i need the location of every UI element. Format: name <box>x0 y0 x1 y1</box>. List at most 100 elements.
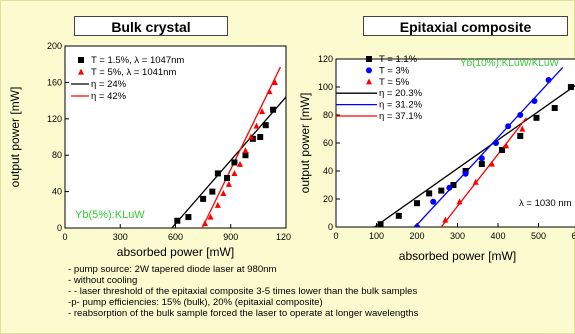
data-point-circle <box>430 198 437 205</box>
data-point-square <box>174 217 181 224</box>
y-tick-label: 0 <box>328 222 333 232</box>
data-point-triangle <box>207 213 214 220</box>
data-point-triangle <box>442 216 449 223</box>
y-axis-label: output power [mW] <box>8 87 22 188</box>
material-annotation: Yb(10%):KLuW/KLuW <box>460 58 559 69</box>
data-point-triangle <box>253 122 260 129</box>
data-point-triangle <box>271 78 278 85</box>
bulk-title: Bulk crystal <box>74 16 228 36</box>
data-point-square <box>450 182 457 188</box>
data-point-triangle <box>366 78 372 85</box>
data-point-triangle <box>220 190 227 196</box>
data-point-square <box>262 122 269 129</box>
data-point-triangle <box>519 125 526 132</box>
data-point-circle <box>517 112 524 118</box>
plot-area <box>64 45 287 229</box>
fit-line <box>171 96 286 228</box>
data-point-triangle <box>266 88 273 95</box>
material-annotation: Yb(5%):KLuW <box>75 209 145 221</box>
data-point-square <box>78 57 84 63</box>
x-tick-label: 100 <box>369 231 384 241</box>
x-tick-label: 600 <box>168 232 183 242</box>
note-item: - reabsorption of the bulk sample forced… <box>68 308 419 319</box>
x-axis-label: absorbed power [mW] <box>399 249 516 263</box>
note-item: - pump source: 2W tapered diode laser at… <box>68 264 277 275</box>
data-point-triangle <box>248 133 255 140</box>
data-point-square <box>395 212 402 219</box>
data-point-circle <box>505 123 512 130</box>
legend-entry: η = 20.3% <box>379 88 423 99</box>
data-point-square <box>377 221 384 227</box>
data-point-square <box>533 114 540 121</box>
data-point-triangle <box>259 108 266 115</box>
y-tick-label: 160 <box>47 77 62 87</box>
y-tick-label: 120 <box>47 114 62 124</box>
data-point-square <box>257 134 264 140</box>
epitaxial-composite-chart: 0 100 200 300 400 500 600 0 20 40 60 80 100 120 absorb… <box>298 54 575 263</box>
data-point-square <box>478 161 485 167</box>
note-item: - without cooling <box>68 275 138 286</box>
data-point-square <box>414 200 420 207</box>
data-point-triangle <box>456 198 463 205</box>
data-point-square <box>438 187 445 194</box>
x-axis-label: absorbed power [mW] <box>117 245 234 259</box>
fit-line <box>440 117 527 227</box>
x-tick-label: 300 <box>450 231 465 241</box>
notes-list: - pump source: 2W tapered diode laser at… <box>68 264 573 319</box>
data-point-triangle <box>231 169 238 176</box>
data-point-square <box>499 147 506 153</box>
y-tick-label: 20 <box>323 194 333 204</box>
data-point-circle <box>366 67 372 74</box>
legend-entry: T = 3% <box>379 65 410 76</box>
data-point-triangle <box>472 178 479 185</box>
data-point-triangle <box>225 180 232 187</box>
data-point-circle <box>462 170 469 177</box>
data-point-triangle <box>78 68 84 75</box>
data-point-triangle <box>242 147 249 154</box>
plot-content <box>374 66 575 227</box>
epitaxial-title: Epitaxial composite <box>363 16 568 36</box>
note-item: - - laser threshold of the epitaxial com… <box>68 286 418 297</box>
y-tick-label: 80 <box>52 150 62 160</box>
y-tick-label: 0 <box>57 223 62 233</box>
x-tick-label: 600 <box>571 231 575 241</box>
legend-entry: η = 24% <box>91 79 127 90</box>
y-tick-label: 200 <box>47 41 62 51</box>
data-point-square <box>517 133 524 139</box>
x-tick-label: 0 <box>62 232 67 242</box>
data-point-square <box>231 159 238 166</box>
x-tick-label: 0 <box>333 231 338 241</box>
data-point-square <box>426 190 433 197</box>
y-tick-label: 40 <box>52 187 62 197</box>
note-item: -p- pump efficiencies: 15% (bulk), 20% (… <box>68 297 323 308</box>
data-point-square <box>567 84 574 90</box>
data-point-circle <box>545 77 552 83</box>
data-point-square <box>270 106 277 113</box>
x-tick-label: 500 <box>531 231 546 241</box>
data-point-triangle <box>236 160 243 167</box>
legend-entry: T = 1.5%, λ = 1047nm <box>91 55 184 66</box>
x-tick-label: 400 <box>490 231 505 241</box>
legend-entry: η = 42% <box>91 91 127 102</box>
y-tick-label: 100 <box>318 82 333 92</box>
y-tick-label: 120 <box>318 54 333 64</box>
fit-line <box>414 66 564 227</box>
y-tick-label: 80 <box>323 110 333 120</box>
data-point-circle <box>414 224 420 227</box>
data-point-square <box>551 105 558 111</box>
data-point-circle <box>531 98 538 104</box>
y-tick-label: 60 <box>323 138 333 148</box>
data-point-square <box>185 214 192 221</box>
data-point-square <box>224 174 231 181</box>
x-tick-label: 900 <box>223 232 238 242</box>
data-point-circle <box>446 184 453 191</box>
legend-entry: T = 1.1% <box>379 54 418 65</box>
fit-line <box>374 84 575 227</box>
data-point-circle <box>478 155 485 162</box>
data-point-triangle <box>201 220 208 227</box>
x-tick-label: 200 <box>409 231 424 241</box>
data-point-triangle <box>488 160 495 167</box>
